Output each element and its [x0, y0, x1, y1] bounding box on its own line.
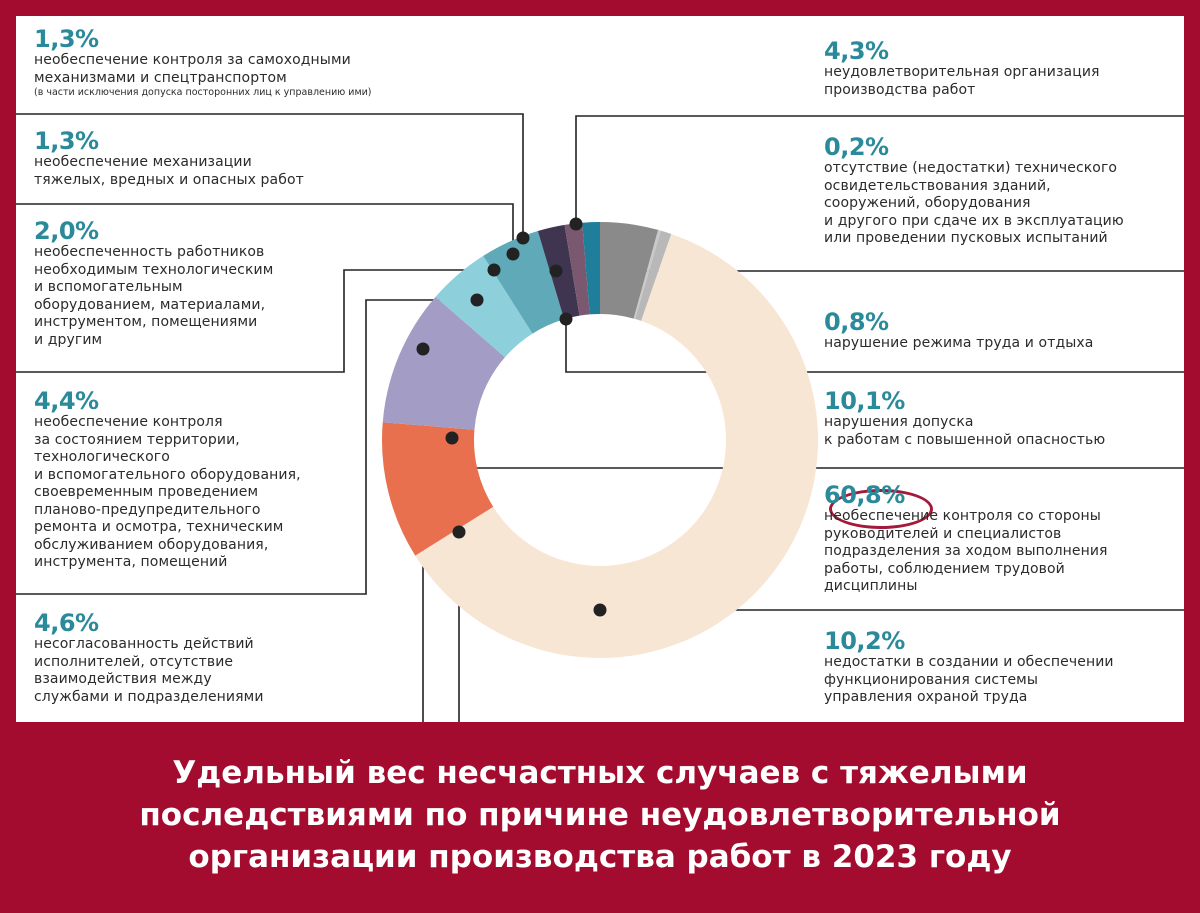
label-control-self-propelled: 1,3% необеспечение контроля за самоходны… [34, 26, 474, 99]
leader-dot [470, 293, 484, 307]
donut-slice [382, 422, 494, 556]
label-work-organization: 4,3% неудовлетворительная организация пр… [824, 38, 1154, 99]
leader-line [565, 319, 1184, 373]
label-description: нарушения допуска к работам с повышенной… [824, 414, 1106, 448]
label-work-rest-regime: 0,8% нарушение режима труда и отдыха [824, 309, 1154, 353]
donut-chart [16, 113, 1184, 722]
donut-slice [633, 229, 661, 320]
label-territory-control: 4,4% необеспечение контроля за состояние… [34, 388, 364, 572]
label-description: необеспеченность работников необходимым … [34, 244, 274, 348]
leader-dot [593, 603, 607, 617]
label-percent: 60,8% [824, 481, 905, 509]
label-percent: 2,0% [34, 217, 99, 245]
label-description: нарушение режима труда и отдыха [824, 335, 1094, 351]
leader-dot [559, 312, 573, 326]
leader-dot [569, 217, 583, 231]
label-coordination: 4,6% несогласованность действий исполнит… [34, 610, 364, 706]
label-work-permits: 10,1% нарушения допуска к работам с повы… [824, 388, 1154, 449]
leader-line [16, 203, 514, 254]
leader-dot [549, 264, 563, 278]
leader-dot [487, 263, 501, 277]
chart-panel: 1,3% необеспечение контроля за самоходны… [16, 16, 1184, 722]
donut-slice [582, 222, 600, 315]
label-percent: 0,8% [824, 308, 889, 336]
label-safety-system: 10,2% недостатки в создании и обеспечени… [824, 628, 1154, 707]
leader-dot [445, 431, 459, 445]
donut-slice [483, 231, 565, 334]
label-description: необеспечение контроля за состоянием тер… [34, 414, 301, 570]
donut-slice [600, 222, 659, 319]
label-description: необеспечение механизации тяжелых, вредн… [34, 154, 304, 188]
label-percent: 1,3% [34, 127, 99, 155]
label-management-control: 60,8% необеспечение контроля со стороны … [824, 482, 1154, 596]
leader-line [16, 269, 494, 373]
donut-slice [435, 255, 533, 358]
label-percent: 4,3% [824, 37, 889, 65]
label-percent: 0,2% [824, 133, 889, 161]
donut-slice [564, 222, 590, 316]
leader-dot [506, 247, 520, 261]
label-equipment-supply: 2,0% необеспеченность работников необход… [34, 218, 364, 349]
leader-dots [416, 217, 607, 617]
leader-dot [516, 231, 530, 245]
label-description: отсутствие (недостатки) технического осв… [824, 160, 1124, 246]
label-percent: 4,4% [34, 387, 99, 415]
label-percent: 4,6% [34, 609, 99, 637]
highlight-ring [829, 489, 933, 529]
donut-slices [382, 222, 818, 659]
donut-slice [415, 233, 818, 659]
label-technical-inspection: 0,2% отсутствие (недостатки) техническог… [824, 134, 1154, 248]
label-percent: 1,3% [34, 25, 99, 53]
leader-dot [416, 342, 430, 356]
label-description: несогласованность действий исполнителей,… [34, 636, 264, 705]
label-description: необеспечение контроля за самоходными ме… [34, 52, 351, 86]
label-description: недостатки в создании и обеспечении функ… [824, 654, 1114, 705]
leader-line [575, 115, 1184, 224]
leader-dot [452, 525, 466, 539]
donut-slice [382, 296, 505, 430]
label-description: неудовлетворительная организация произво… [824, 64, 1100, 98]
leader-line [16, 299, 477, 595]
label-percent: 10,2% [824, 627, 905, 655]
leader-line [16, 113, 524, 238]
donut-slice [635, 230, 672, 321]
caption-title: Удельный вес несчастных случаев с тяжелы… [139, 755, 1061, 875]
label-percent: 10,1% [824, 387, 905, 415]
label-mechanization: 1,3% необеспечение механизации тяжелых, … [34, 128, 364, 189]
label-description: необеспечение контроля со стороны руково… [824, 508, 1108, 594]
label-note: (в части исключения допуска посторонних … [34, 87, 372, 98]
